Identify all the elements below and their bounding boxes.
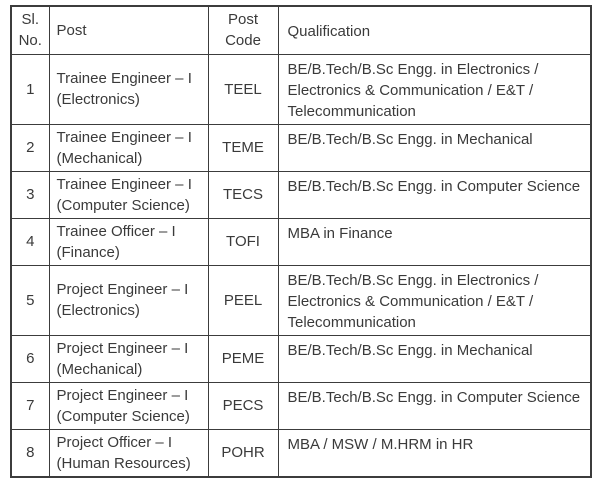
cell-post: Project Engineer – I (Computer Science) [48, 381, 209, 430]
cell-qualification: BE/B.Tech/B.Sc Engg. in Computer Science [277, 170, 592, 219]
table-row: 1 Trainee Engineer – I (Electronics) TEE… [10, 53, 592, 125]
cell-post-code: TEME [207, 123, 279, 172]
cell-post-code: TEEL [207, 53, 279, 125]
header-cell-qualification: Qualification [277, 5, 592, 55]
cell-post-code: TOFI [207, 217, 279, 266]
cell-qualification: MBA in Finance [277, 217, 592, 266]
cell-post: Trainee Engineer – I (Computer Science) [48, 170, 209, 219]
table-row: 5 Project Engineer – I (Electronics) PEE… [10, 264, 592, 336]
header-row: Sl. No. Post Post Code Qualification [10, 5, 592, 55]
cell-sl-no: 2 [10, 123, 50, 172]
cell-post: Project Engineer – I (Electronics) [48, 264, 209, 336]
posts-qualification-table: Sl. No. Post Post Code Qualification 1 T… [10, 5, 592, 478]
cell-qualification: BE/B.Tech/B.Sc Engg. in Mechanical [277, 123, 592, 172]
header-cell-post: Post [48, 5, 209, 55]
table-row: 8 Project Officer – I (Human Resources) … [10, 428, 592, 477]
table-row: 7 Project Engineer – I (Computer Science… [10, 381, 592, 430]
cell-sl-no: 8 [10, 428, 50, 477]
cell-sl-no: 5 [10, 264, 50, 336]
cell-qualification: BE/B.Tech/B.Sc Engg. in Electronics / El… [277, 53, 592, 125]
cell-qualification: MBA / MSW / M.HRM in HR [277, 428, 592, 477]
cell-qualification: BE/B.Tech/B.Sc Engg. in Mechanical [277, 334, 592, 383]
cell-post-code: TECS [207, 170, 279, 219]
table-row: 3 Trainee Engineer – I (Computer Science… [10, 170, 592, 219]
cell-post: Project Engineer – I (Mechanical) [48, 334, 209, 383]
cell-sl-no: 6 [10, 334, 50, 383]
cell-post: Project Officer – I (Human Resources) [48, 428, 209, 477]
cell-post-code: POHR [207, 428, 279, 477]
header-cell-sl-no: Sl. No. [10, 5, 50, 55]
cell-sl-no: 3 [10, 170, 50, 219]
cell-qualification: BE/B.Tech/B.Sc Engg. in Electronics / El… [277, 264, 592, 336]
table-row: 6 Project Engineer – I (Mechanical) PEME… [10, 334, 592, 383]
cell-post-code: PECS [207, 381, 279, 430]
header-cell-post-code: Post Code [207, 5, 279, 55]
table-row: 2 Trainee Engineer – I (Mechanical) TEME… [10, 123, 592, 172]
cell-post: Trainee Officer – I (Finance) [48, 217, 209, 266]
cell-post: Trainee Engineer – I (Mechanical) [48, 123, 209, 172]
cell-sl-no: 1 [10, 53, 50, 125]
table-row: 4 Trainee Officer – I (Finance) TOFI MBA… [10, 217, 592, 266]
cell-sl-no: 4 [10, 217, 50, 266]
cell-post-code: PEEL [207, 264, 279, 336]
cell-post: Trainee Engineer – I (Electronics) [48, 53, 209, 125]
cell-qualification: BE/B.Tech/B.Sc Engg. in Computer Science [277, 381, 592, 430]
cell-sl-no: 7 [10, 381, 50, 430]
cell-post-code: PEME [207, 334, 279, 383]
